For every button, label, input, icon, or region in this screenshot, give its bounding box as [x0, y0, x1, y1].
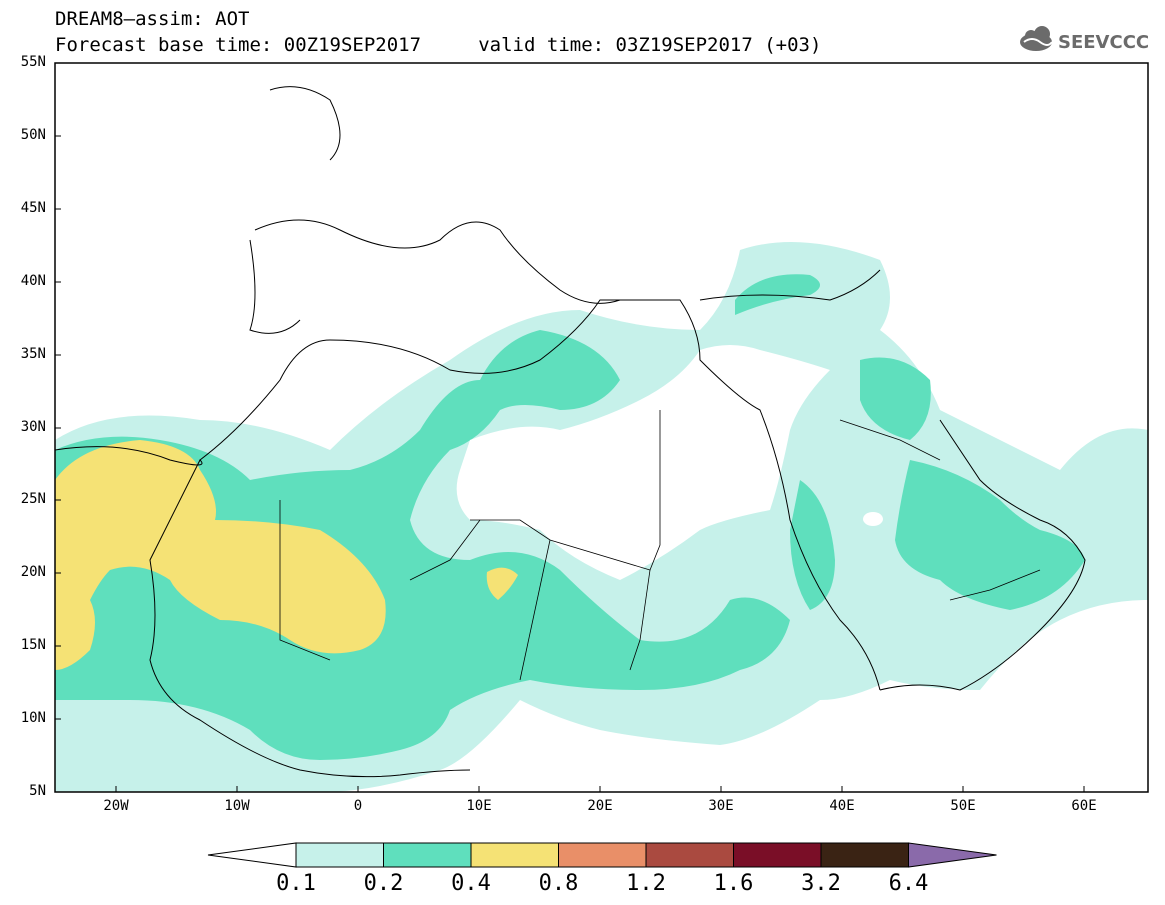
lat-label: 15N: [20, 637, 46, 653]
colorbar: [207, 842, 997, 868]
cloud-icon: [1020, 26, 1053, 51]
colorbar-label: 0.8: [538, 871, 579, 896]
map-title: DREAM8–assim: AOT: [55, 8, 250, 30]
lat-label: 25N: [20, 491, 46, 507]
colorbar-max-arrow: [908, 842, 997, 868]
aot-band-0.2: [735, 274, 820, 315]
aot-band-0.2: [895, 460, 1085, 610]
colorbar-label: 0.4: [451, 871, 491, 896]
colorbar-swatch: [383, 842, 472, 868]
colorbar-label: 3.2: [801, 871, 841, 896]
aot-band-0.2: [55, 330, 790, 760]
colorbar-swatch: [295, 842, 384, 868]
lat-label: 35N: [20, 346, 46, 362]
lon-label: 60E: [1071, 798, 1097, 814]
aot-band-0.4: [486, 567, 518, 600]
seevccc-logo: SEEVCCC: [1020, 26, 1149, 53]
colorbar-swatch: [733, 842, 822, 868]
lat-label: 30N: [20, 419, 46, 435]
borders: [279, 410, 1041, 681]
lon-label: 10W: [224, 798, 250, 814]
lat-label: 45N: [20, 200, 46, 216]
aot-band-0.2: [790, 480, 835, 610]
svg-text:SEEVCCC: SEEVCCC: [1058, 32, 1149, 53]
lon-label: 50E: [950, 798, 976, 814]
colorbar-label: 1.6: [713, 871, 754, 896]
lat-label: 40N: [20, 273, 46, 289]
lon-label: 0: [353, 798, 363, 814]
lat-label: 20N: [20, 564, 46, 580]
colorbar-min-arrow: [207, 842, 297, 868]
lat-label: 50N: [20, 127, 46, 143]
lon-label: 10E: [466, 798, 492, 814]
aot-band-0.2: [860, 357, 931, 440]
colorbar-label: 0.1: [276, 871, 316, 896]
lat-label: 55N: [20, 54, 46, 70]
lon-label: 30E: [708, 798, 734, 814]
colorbar-label: 0.2: [363, 871, 404, 896]
colorbar-swatch: [820, 842, 909, 868]
colorbar-swatch: [558, 842, 647, 868]
lat-label: 10N: [20, 710, 46, 726]
coastlines: [55, 86, 1086, 778]
forecast-times: Forecast base time: 00Z19SEP2017 valid t…: [55, 34, 822, 56]
lon-label: 40E: [829, 798, 855, 814]
colorbar-swatch: [645, 842, 734, 868]
colorbar-swatch: [470, 842, 559, 868]
colorbar-label: 6.4: [888, 871, 929, 896]
colorbar-label: 1.2: [626, 871, 666, 896]
aot-band-0.4: [55, 440, 386, 670]
lon-label: 20E: [587, 798, 613, 814]
lon-label: 20W: [103, 798, 129, 814]
lat-label: 5N: [29, 783, 46, 799]
